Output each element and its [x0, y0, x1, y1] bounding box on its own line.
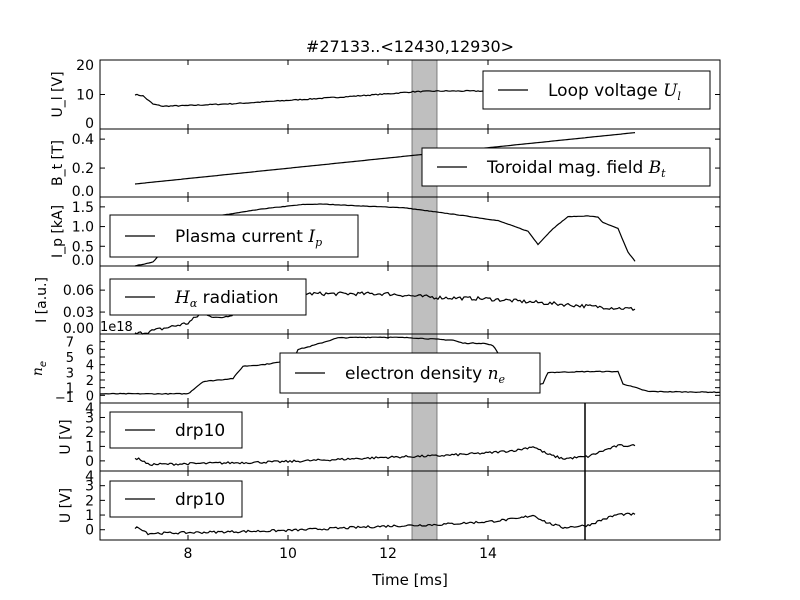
y-tick-label: 0.2 — [72, 161, 94, 177]
y-tick-label: 1 — [66, 382, 74, 397]
y-tick-label: 2 — [85, 493, 94, 509]
panel-1: 0 10 20 U_l [V] Loop voltage Ul — [50, 58, 721, 132]
y-tick-label: 3 — [85, 410, 94, 426]
y-tick-label: 1 — [85, 508, 94, 524]
y-tick-label: 4 — [85, 401, 94, 417]
y-tick-label: 4 — [85, 469, 94, 485]
y-axis-label: B_t [T] — [50, 140, 66, 186]
y-tick-label: 3 — [85, 479, 94, 495]
y-axis-label: U_l [V] — [50, 71, 66, 117]
panel-2: 0.0 0.2 0.4 B_t [T] Toroidal mag. field Bt — [50, 128, 721, 200]
y-axis-label: I [a.u.] — [34, 277, 50, 323]
legend: Hα radiation — [109, 278, 307, 316]
legend: drp10 — [109, 411, 243, 449]
chart-title: #27133..<12430,12930> — [306, 37, 514, 56]
panel-4: 0.000.03 0.06 I [a.u.] Hα radiation — [34, 265, 721, 337]
y-tick-label: 3 — [66, 366, 74, 381]
x-tick-label: 10 — [279, 546, 297, 562]
legend-label: Loop voltage Ul — [548, 81, 681, 103]
legend-label: drp10 — [175, 421, 225, 441]
y-tick-label: 0.00 — [63, 321, 94, 337]
x-tick-label: 14 — [479, 546, 497, 562]
legend-label: drp10 — [175, 490, 225, 510]
x-axis-label: Time [ms] — [371, 571, 448, 589]
x-tick-label: 8 — [184, 546, 193, 562]
y-tick-label: 1.0 — [72, 220, 94, 236]
y-tick-label: 0 — [85, 454, 94, 470]
y-tick-label: 6 — [86, 343, 94, 358]
y-tick-label: 0.06 — [63, 283, 94, 299]
y-axis-label: I_p [kA] — [50, 205, 66, 258]
data-series-line — [134, 443, 636, 467]
offset-label: 1e18 — [100, 320, 133, 335]
y-tick-label: 0.0 — [72, 184, 94, 200]
y-tick-label: 2 — [85, 425, 94, 441]
y-tick-label: 2 — [86, 374, 94, 389]
y-tick-label: 1 — [85, 439, 94, 455]
y-tick-label: 5 — [66, 351, 74, 366]
y-tick-label: 0 — [85, 523, 94, 539]
y-tick-label: 0.4 — [72, 132, 94, 148]
y-axis-label: U [V] — [58, 419, 74, 454]
y-tick-label: 0.5 — [72, 239, 94, 255]
y-tick-label: 4 — [86, 359, 94, 374]
y-tick-label: 0 — [85, 116, 94, 132]
data-series-line — [134, 512, 636, 536]
legend: drp10 — [109, 480, 243, 518]
y-tick-label: 0.0 — [72, 253, 94, 269]
y-tick-label: −1 — [55, 391, 74, 406]
legend-box — [421, 147, 711, 187]
y-tick-label: 0 — [86, 389, 94, 404]
axes-frame — [99, 470, 721, 541]
y-axis-label: U [V] — [58, 488, 74, 523]
y-tick-label: 7 — [66, 336, 74, 351]
legend-box — [109, 214, 359, 258]
y-axis-label: ne — [30, 361, 49, 376]
panel-3: 0.00.5 1.0 1.5 I_p [kA] Plasma current Ip — [50, 196, 721, 269]
y-tick-label: 0.03 — [63, 305, 94, 321]
legend: Toroidal mag. field Bt — [421, 147, 711, 187]
legend: Loop voltage Ul — [482, 70, 711, 110]
data-series-line — [134, 132, 636, 185]
data-series-line — [134, 290, 636, 335]
legend: Plasma current Ip — [109, 214, 359, 258]
legend-label: electron density ne — [345, 364, 506, 386]
x-tick-label: 12 — [379, 546, 397, 562]
legend-label: Plasma current Ip — [175, 227, 322, 249]
legend-label: Hα radiation — [174, 288, 279, 310]
highlight-span — [411, 59, 438, 541]
y-tick-label: 1.5 — [72, 200, 94, 216]
data-series-line — [99, 336, 721, 395]
legend-label: Toroidal mag. field Bt — [486, 158, 666, 180]
y-tick-label: 20 — [76, 58, 94, 74]
y-tick-label: 10 — [76, 88, 94, 104]
legend: electron density ne — [279, 352, 541, 394]
